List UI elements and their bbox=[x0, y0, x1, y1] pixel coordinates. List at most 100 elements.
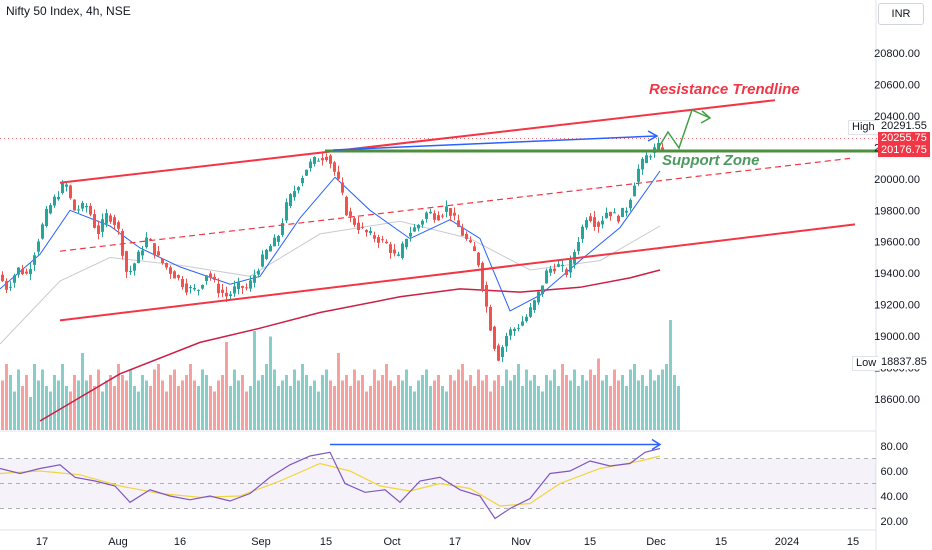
volume-bar bbox=[445, 391, 448, 430]
candle-body bbox=[441, 215, 444, 217]
volume-bar bbox=[129, 369, 132, 430]
volume-bar bbox=[629, 369, 632, 430]
volume-bar bbox=[509, 380, 512, 430]
volume-bar bbox=[441, 386, 444, 430]
candle-body bbox=[213, 276, 216, 280]
volume-bar bbox=[113, 386, 116, 430]
candle-body bbox=[485, 284, 488, 307]
candle-body bbox=[181, 279, 184, 288]
volume-bar bbox=[545, 375, 548, 430]
candle-body bbox=[105, 213, 108, 224]
candle-body bbox=[153, 243, 156, 256]
volume-bar bbox=[613, 369, 616, 430]
candle-body bbox=[309, 161, 312, 169]
volume-bar bbox=[349, 386, 352, 430]
volume-bar bbox=[117, 364, 120, 430]
volume-bar bbox=[253, 331, 256, 430]
candle-body bbox=[101, 219, 104, 232]
candle-body bbox=[353, 218, 356, 225]
volume-bar bbox=[137, 391, 140, 430]
candle-body bbox=[609, 211, 612, 217]
candle-body bbox=[661, 147, 664, 151]
candle-body bbox=[449, 208, 452, 216]
resistance-trendline bbox=[59, 99, 776, 184]
candle-body bbox=[409, 232, 412, 237]
blue-rising-line bbox=[332, 135, 657, 151]
candle-body bbox=[73, 199, 76, 211]
support-lower-trendline bbox=[59, 223, 856, 322]
currency-button[interactable]: INR bbox=[878, 3, 924, 25]
volume-bar bbox=[449, 375, 452, 430]
volume-bar bbox=[329, 380, 332, 430]
candle-body bbox=[565, 269, 568, 275]
candle-body bbox=[257, 270, 260, 275]
volume-bar bbox=[13, 391, 16, 430]
volume-bar bbox=[193, 380, 196, 430]
candle-body bbox=[209, 273, 212, 278]
volume-bar bbox=[321, 375, 324, 430]
volume-bar bbox=[585, 380, 588, 430]
price-tick-label: 18600.00 bbox=[874, 394, 920, 406]
candle-body bbox=[13, 275, 16, 283]
candle-body bbox=[569, 259, 572, 273]
candle-body bbox=[285, 202, 288, 221]
volume-bar bbox=[517, 364, 520, 430]
candle-body bbox=[29, 269, 32, 275]
volume-bar bbox=[17, 369, 20, 430]
time-tick-label: 15 bbox=[847, 536, 859, 548]
time-tick-label: 17 bbox=[449, 536, 461, 548]
candle-body bbox=[169, 267, 172, 274]
candle-body bbox=[185, 283, 188, 293]
price-tick-label: 20600.00 bbox=[874, 79, 920, 91]
volume-bar bbox=[89, 375, 92, 430]
volume-bar bbox=[185, 375, 188, 430]
candle-body bbox=[269, 246, 272, 252]
candle-body bbox=[113, 217, 116, 225]
price-tick-label: 20800.00 bbox=[874, 48, 920, 60]
price-tick-label: 19400.00 bbox=[874, 268, 920, 280]
volume-bar bbox=[273, 369, 276, 430]
candle-body bbox=[481, 262, 484, 290]
time-tick-label: 17 bbox=[36, 536, 48, 548]
candle-body bbox=[549, 268, 552, 273]
volume-bar bbox=[633, 364, 636, 430]
rsi-tick-label: 40.00 bbox=[880, 491, 908, 503]
volume-bar bbox=[85, 380, 88, 430]
volume-bar bbox=[665, 364, 668, 430]
candle-body bbox=[301, 178, 304, 184]
candle-body bbox=[533, 300, 536, 310]
volume-bar bbox=[353, 369, 356, 430]
volume-bar bbox=[29, 397, 32, 430]
candle-body bbox=[173, 271, 176, 279]
blue-arrowhead bbox=[647, 130, 659, 142]
volume-bar bbox=[261, 375, 264, 430]
time-tick-label: 15 bbox=[320, 536, 332, 548]
candle-body bbox=[49, 205, 52, 214]
candle-body bbox=[161, 258, 164, 264]
volume-bar bbox=[465, 380, 468, 430]
volume-bar bbox=[397, 375, 400, 430]
volume-bar bbox=[153, 369, 156, 430]
volume-bar bbox=[125, 380, 128, 430]
candle-body bbox=[557, 264, 560, 267]
candle-body bbox=[297, 187, 300, 191]
candle-body bbox=[125, 251, 128, 272]
candle-body bbox=[625, 210, 628, 213]
volume-bar bbox=[409, 386, 412, 430]
volume-bar bbox=[249, 386, 252, 430]
price-tick-label: 19600.00 bbox=[874, 237, 920, 249]
volume-bar bbox=[105, 380, 108, 430]
time-axis: 17 Aug 16 Sep 15 Oct 17 Nov 15 Dec 15 2024 15 bbox=[36, 536, 859, 548]
candle-body bbox=[293, 191, 296, 198]
volume-bar bbox=[373, 369, 376, 430]
time-tick-label: Aug bbox=[108, 536, 128, 548]
rsi-tick-label: 20.00 bbox=[880, 516, 908, 528]
candle-body bbox=[629, 199, 632, 209]
volume-bar bbox=[161, 380, 164, 430]
candle-body bbox=[465, 233, 468, 239]
candle-body bbox=[133, 263, 136, 271]
rsi-divergence-arrowhead bbox=[651, 438, 662, 451]
time-tick-label: Oct bbox=[383, 536, 400, 548]
volume-bar bbox=[157, 364, 160, 430]
